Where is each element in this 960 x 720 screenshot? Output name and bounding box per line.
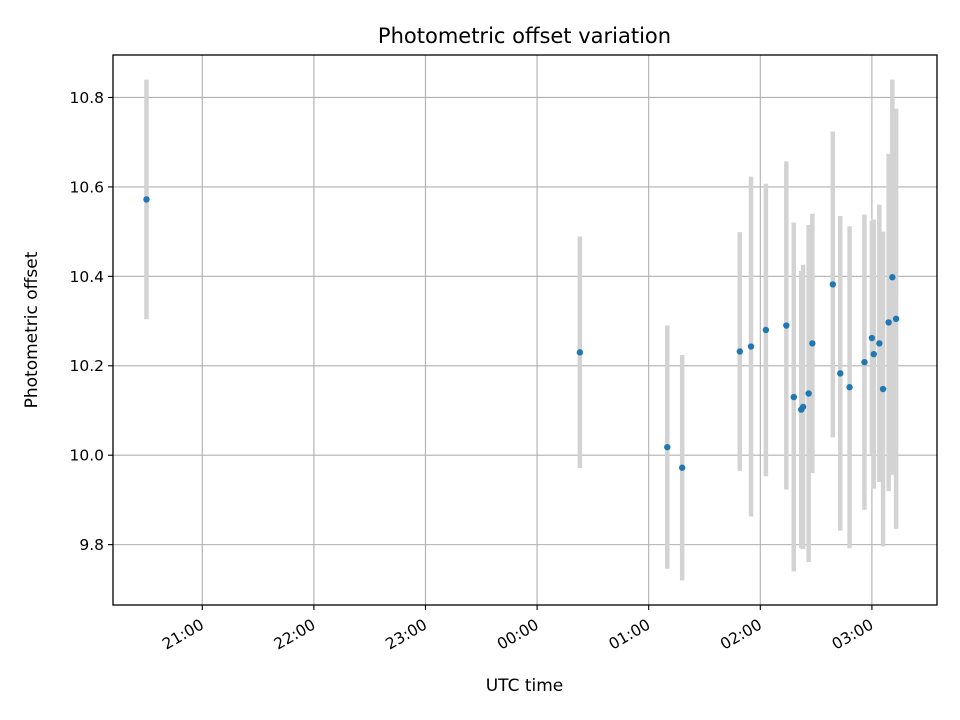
y-tick-label: 10.2 (69, 357, 104, 375)
data-point (664, 443, 671, 451)
data-point (870, 350, 877, 358)
data-point (846, 384, 853, 391)
data-point (747, 343, 755, 350)
y-tick-label: 10.0 (69, 447, 104, 465)
data-point (576, 349, 584, 356)
data-point (837, 370, 844, 377)
data-point (762, 326, 770, 334)
data-point (876, 340, 883, 347)
data-point (790, 393, 797, 401)
y-tick-label: 10.4 (69, 268, 104, 286)
data-point (879, 385, 887, 393)
data-point (868, 334, 876, 342)
x-axis-title: UTC time (486, 676, 564, 696)
data-point (892, 315, 900, 323)
y-axis-title: Photometric offset (22, 251, 42, 408)
data-point (143, 196, 150, 203)
y-tick-label: 9.8 (79, 536, 104, 554)
data-point (799, 403, 807, 411)
data-point (889, 274, 896, 281)
plot-frame (112, 54, 938, 606)
chart-title: Photometric offset variation (378, 24, 671, 48)
point-layer (143, 196, 900, 471)
data-point (736, 348, 744, 355)
data-point (783, 322, 790, 329)
data-point (861, 358, 868, 366)
data-point (829, 281, 837, 288)
y-tick-label: 10.8 (69, 89, 104, 107)
y-tick-label: 10.6 (69, 178, 104, 196)
data-point (678, 464, 686, 471)
data-point (885, 319, 892, 326)
data-point (805, 390, 812, 397)
data-point (809, 340, 816, 347)
